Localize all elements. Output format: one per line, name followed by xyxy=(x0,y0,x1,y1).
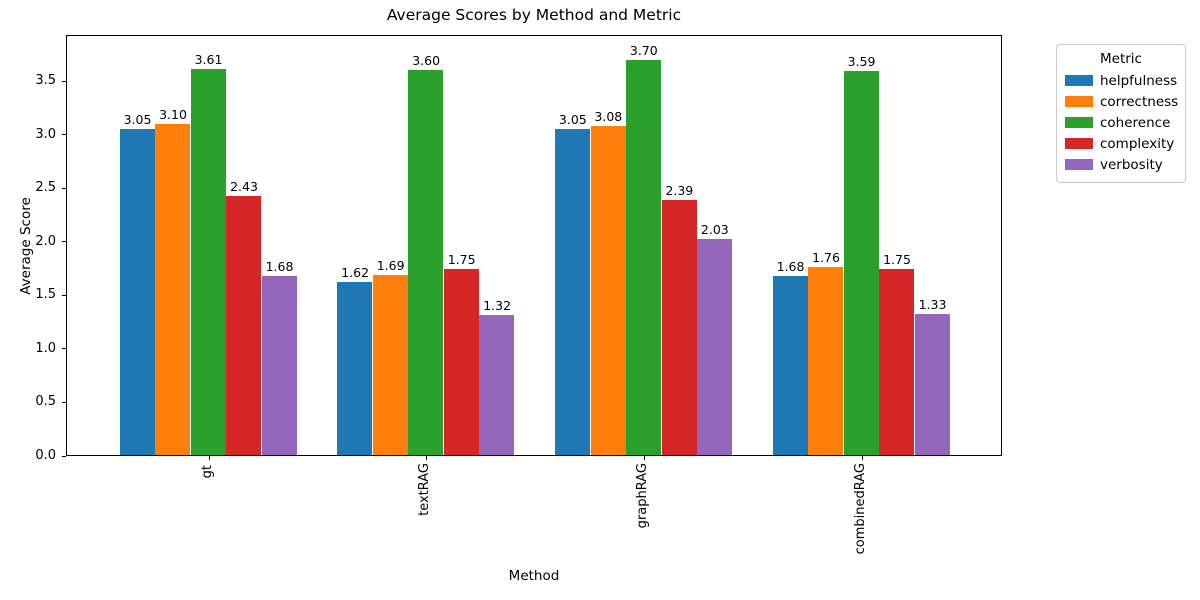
bar-correctness-combinedRAG xyxy=(808,267,844,455)
x-tick-mark xyxy=(643,456,645,460)
bar-value-label: 3.05 xyxy=(123,112,152,128)
y-tick-label: 0.0 xyxy=(35,448,56,463)
x-axis-label: Method xyxy=(508,568,560,584)
x-tick-label-combinedRAG: combinedRAG xyxy=(852,463,868,555)
legend-swatch-verbosity xyxy=(1065,159,1093,170)
y-tick-mark xyxy=(62,80,66,82)
bar-correctness-gt xyxy=(155,123,191,455)
bar-value-label: 1.68 xyxy=(776,259,805,275)
legend-label: complexity xyxy=(1100,135,1175,152)
bar-value-label: 1.68 xyxy=(265,259,294,275)
x-tick-label-graphRAG: graphRAG xyxy=(634,463,650,529)
legend-swatch-coherence xyxy=(1065,117,1093,128)
y-tick-label: 3.5 xyxy=(35,73,56,89)
bar-complexity-combinedRAG xyxy=(879,268,915,455)
x-tick-label-gt: gt xyxy=(199,464,215,478)
y-tick-label: 2.0 xyxy=(35,233,56,249)
chart-title: Average Scores by Method and Metric xyxy=(386,6,682,24)
legend-entry-helpfulness: helpfulness xyxy=(1065,70,1177,91)
y-tick-mark xyxy=(62,134,66,136)
bar-value-label: 2.39 xyxy=(665,182,694,198)
legend-swatch-helpfulness xyxy=(1065,75,1093,86)
bar-coherence-textRAG xyxy=(408,70,444,455)
bar-value-label: 1.69 xyxy=(376,257,405,273)
bar-verbosity-gt xyxy=(261,276,297,455)
bar-value-label: 1.33 xyxy=(918,296,947,312)
legend-label: correctness xyxy=(1100,93,1179,110)
x-tick-mark xyxy=(208,456,210,460)
legend-title: Metric xyxy=(1100,51,1142,67)
bar-value-label: 3.70 xyxy=(629,42,658,58)
legend-entries: helpfulness correctness coherence complexit… xyxy=(1065,70,1179,175)
bar-complexity-gt xyxy=(226,195,262,455)
bar-value-label: 3.08 xyxy=(594,109,623,125)
legend-entry-coherence: coherence xyxy=(1065,112,1177,133)
legend-label: helpfulness xyxy=(1100,72,1178,89)
legend-label: verbosity xyxy=(1100,156,1163,173)
bar-verbosity-combinedRAG xyxy=(914,313,950,455)
y-tick-mark xyxy=(62,348,66,350)
bar-value-label: 3.10 xyxy=(159,106,187,122)
bar-value-label: 1.76 xyxy=(812,250,840,266)
legend-entry-complexity: complexity xyxy=(1065,133,1177,154)
bar-correctness-graphRAG xyxy=(590,126,626,455)
legend: Metric helpfulness correctness coherence co… xyxy=(1056,44,1186,183)
bar-helpfulness-combinedRAG xyxy=(772,276,808,455)
bar-value-label: 1.75 xyxy=(883,251,911,267)
y-tick-mark xyxy=(62,455,66,457)
bar-complexity-textRAG xyxy=(443,268,479,455)
bar-value-label: 1.62 xyxy=(341,265,370,281)
legend-entry-correctness: correctness xyxy=(1065,91,1179,112)
bar-helpfulness-gt xyxy=(119,129,155,455)
x-tick-mark xyxy=(426,456,428,460)
bar-value-label: 3.61 xyxy=(194,52,223,68)
legend-swatch-complexity xyxy=(1065,138,1093,149)
bar-complexity-graphRAG xyxy=(661,199,697,455)
y-tick-mark xyxy=(62,187,66,189)
bar-value-label: 1.32 xyxy=(483,297,512,313)
legend-entry-verbosity: verbosity xyxy=(1065,154,1177,175)
y-tick-mark xyxy=(62,294,66,296)
y-tick-mark xyxy=(62,241,66,243)
bar-helpfulness-graphRAG xyxy=(555,129,591,455)
legend-swatch-correctness xyxy=(1065,96,1093,107)
x-tick-label-textRAG: textRAG xyxy=(417,463,433,516)
bar-value-label: 3.05 xyxy=(558,112,587,128)
y-tick-label: 1.0 xyxy=(35,340,56,356)
bar-verbosity-textRAG xyxy=(479,314,515,455)
y-tick-label: 2.5 xyxy=(35,180,56,196)
y-tick-mark xyxy=(62,401,66,403)
y-tick-label: 1.5 xyxy=(35,287,56,303)
x-tick-mark xyxy=(861,456,863,460)
bar-correctness-textRAG xyxy=(372,274,408,455)
legend-label: coherence xyxy=(1100,114,1171,131)
bar-value-label: 1.75 xyxy=(447,251,476,267)
bar-value-label: 3.59 xyxy=(847,54,876,70)
y-tick-label: 0.5 xyxy=(35,394,56,410)
y-tick-label: 3.0 xyxy=(35,126,56,142)
bar-value-label: 2.03 xyxy=(700,221,729,237)
bar-value-label: 3.60 xyxy=(412,53,441,69)
bar-value-label: 2.43 xyxy=(230,178,258,194)
bar-verbosity-graphRAG xyxy=(697,238,733,455)
bar-helpfulness-textRAG xyxy=(337,282,373,455)
bar-coherence-combinedRAG xyxy=(843,71,879,455)
bar-coherence-graphRAG xyxy=(626,59,662,455)
bar-coherence-gt xyxy=(190,69,226,455)
